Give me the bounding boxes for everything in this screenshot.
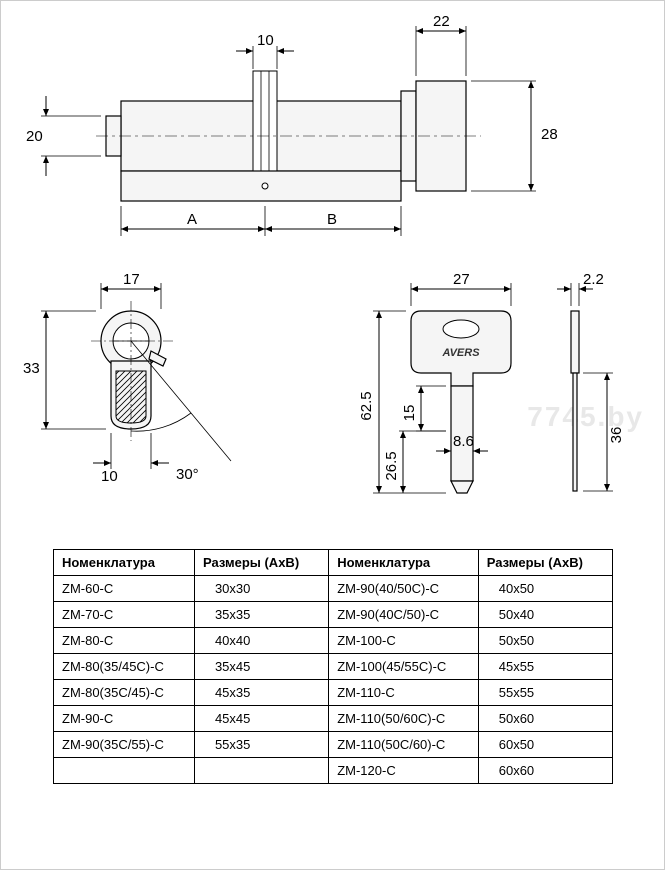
table-cell: ZM-90(35C/55)-C — [54, 732, 195, 758]
table-cell: 55x35 — [194, 732, 328, 758]
svg-text:28: 28 — [541, 126, 558, 143]
table-cell: 30x30 — [194, 576, 328, 602]
table-cell: ZM-80(35/45C)-C — [54, 654, 195, 680]
svg-text:B: B — [327, 211, 337, 228]
table-cell: 45x35 — [194, 680, 328, 706]
table-cell: 50x60 — [478, 706, 612, 732]
cylinder-side-view: 22 28 10 20 A B — [26, 13, 558, 236]
svg-text:A: A — [187, 211, 197, 228]
svg-text:17: 17 — [123, 271, 140, 288]
table-row: ZM-120-C60x60 — [54, 758, 613, 784]
svg-text:10: 10 — [101, 468, 118, 485]
table-row: ZM-70-C35x35ZM-90(40C/50)-C50x40 — [54, 602, 613, 628]
svg-text:62.5: 62.5 — [358, 391, 375, 420]
table-cell: ZM-90(40/50C)-C — [329, 576, 479, 602]
table-cell: 40x50 — [478, 576, 612, 602]
svg-text:20: 20 — [26, 128, 43, 145]
svg-text:2.2: 2.2 — [583, 271, 604, 288]
svg-text:36: 36 — [608, 427, 625, 444]
svg-text:AVERS: AVERS — [441, 347, 480, 359]
table-row: ZM-80(35C/45)-C45x35ZM-110-C55x55 — [54, 680, 613, 706]
table-cell: ZM-90-C — [54, 706, 195, 732]
table-cell: 45x55 — [478, 654, 612, 680]
table-cell: ZM-110(50C/60)-C — [329, 732, 479, 758]
svg-text:10: 10 — [257, 32, 274, 49]
table-cell: 50x50 — [478, 628, 612, 654]
table-cell: 35x45 — [194, 654, 328, 680]
table-header: Размеры (AxB) — [478, 550, 612, 576]
technical-drawing-area: 22 28 10 20 A B — [1, 1, 664, 541]
table-cell: ZM-60-C — [54, 576, 195, 602]
size-table: Номенклатура Размеры (AxB) Номенклатура … — [53, 549, 613, 784]
table-cell: ZM-100-C — [329, 628, 479, 654]
table-header: Номенклатура — [329, 550, 479, 576]
svg-text:22: 22 — [433, 13, 450, 30]
table-row: ZM-80(35/45C)-C35x45ZM-100(45/55C)-C45x5… — [54, 654, 613, 680]
table-cell: 60x60 — [478, 758, 612, 784]
key-side-view: 2.2 36 — [557, 271, 625, 491]
table-row: ZM-90(35C/55)-C55x35ZM-110(50C/60)-C60x5… — [54, 732, 613, 758]
svg-text:27: 27 — [453, 271, 470, 288]
table-cell: 55x55 — [478, 680, 612, 706]
table-header: Номенклатура — [54, 550, 195, 576]
table-cell: 45x45 — [194, 706, 328, 732]
table-cell — [54, 758, 195, 784]
key-front-view: AVERS 27 62.5 15 26.5 8.6 — [358, 271, 511, 493]
table-cell: ZM-110-C — [329, 680, 479, 706]
table-cell: 40x40 — [194, 628, 328, 654]
svg-text:15: 15 — [401, 405, 418, 422]
table-cell: ZM-100(45/55C)-C — [329, 654, 479, 680]
table-header: Размеры (AxB) — [194, 550, 328, 576]
table-cell: ZM-90(40C/50)-C — [329, 602, 479, 628]
svg-text:33: 33 — [23, 360, 40, 377]
table-cell — [194, 758, 328, 784]
table-cell: 35x35 — [194, 602, 328, 628]
table-row: ZM-60-C30x30ZM-90(40/50C)-C40x50 — [54, 576, 613, 602]
table-cell: ZM-70-C — [54, 602, 195, 628]
svg-text:26.5: 26.5 — [383, 451, 400, 480]
table-cell: 50x40 — [478, 602, 612, 628]
table-cell: ZM-80(35C/45)-C — [54, 680, 195, 706]
table-cell: ZM-80-C — [54, 628, 195, 654]
table-cell: ZM-110(50/60C)-C — [329, 706, 479, 732]
table-cell: 60x50 — [478, 732, 612, 758]
svg-text:30°: 30° — [176, 466, 199, 483]
table-row: ZM-80-C40x40ZM-100-C50x50 — [54, 628, 613, 654]
table-cell: ZM-120-C — [329, 758, 479, 784]
cylinder-profile-view: 17 33 10 30° — [23, 271, 231, 485]
table-row: ZM-90-C45x45ZM-110(50/60C)-C50x60 — [54, 706, 613, 732]
svg-text:8.6: 8.6 — [453, 433, 474, 450]
table-header-row: Номенклатура Размеры (AxB) Номенклатура … — [54, 550, 613, 576]
